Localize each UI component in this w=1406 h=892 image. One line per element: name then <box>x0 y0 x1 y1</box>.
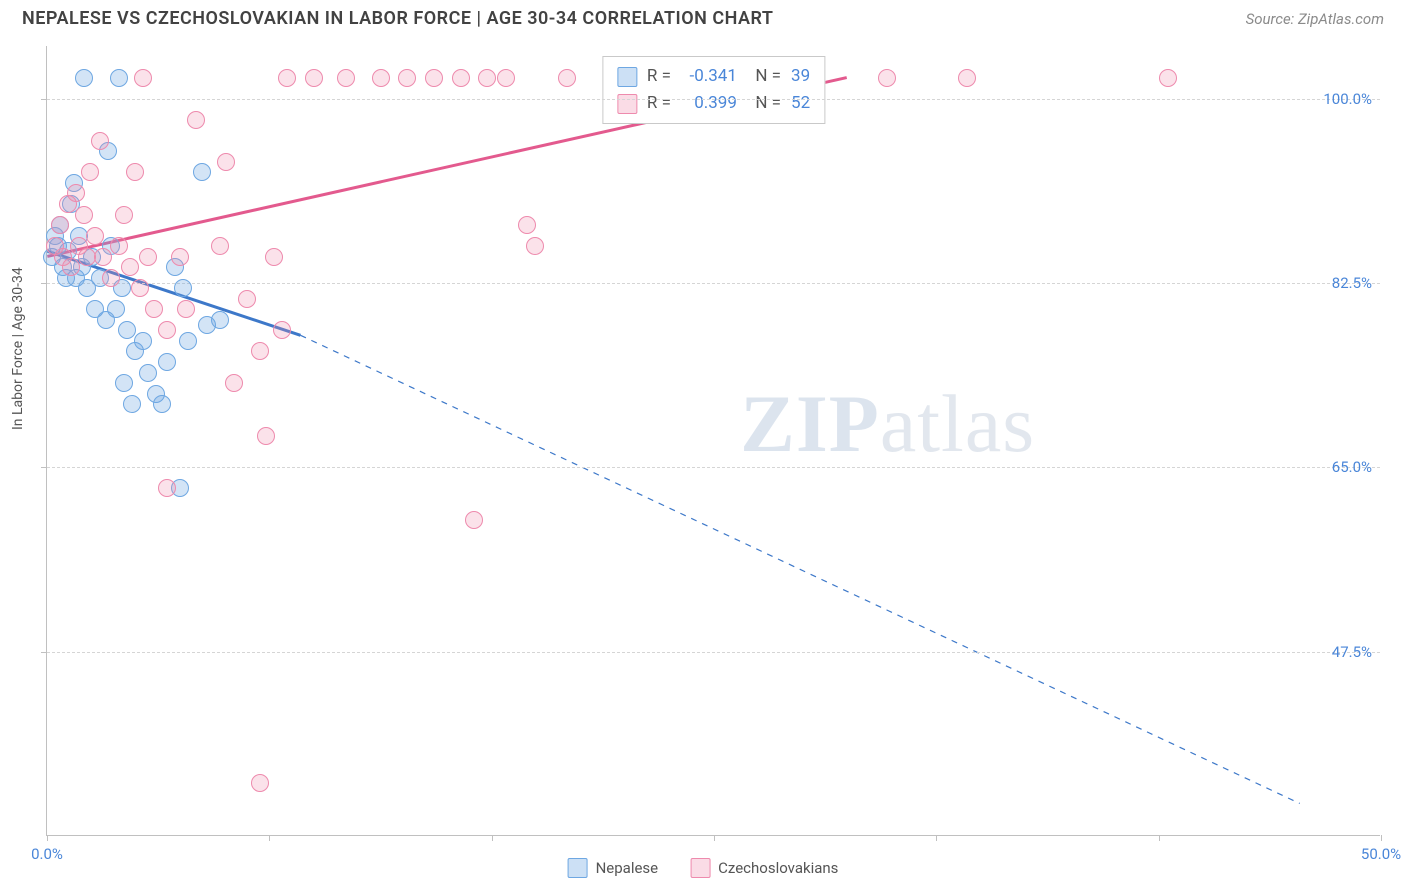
point-czechoslovakian <box>225 374 243 392</box>
point-czechoslovakian <box>94 248 112 266</box>
point-czechoslovakian <box>67 184 85 202</box>
point-czechoslovakian <box>121 258 139 276</box>
point-czechoslovakian <box>126 163 144 181</box>
point-nepalese <box>118 321 136 339</box>
point-czechoslovakian <box>158 479 176 497</box>
point-czechoslovakian <box>278 69 296 87</box>
point-czechoslovakian <box>878 69 896 87</box>
swatch-pink <box>617 94 637 114</box>
point-czechoslovakian <box>102 269 120 287</box>
point-czechoslovakian <box>273 321 291 339</box>
swatch-pink <box>690 858 710 878</box>
point-nepalese <box>134 332 152 350</box>
point-czechoslovakian <box>518 216 536 234</box>
y-tick-label: 47.5% <box>1332 643 1372 661</box>
gridline-h <box>47 99 1380 100</box>
point-czechoslovakian <box>211 237 229 255</box>
stats-legend: R = -0.341 N = 39R = 0.399 N = 52 <box>602 56 825 124</box>
point-czechoslovakian <box>158 321 176 339</box>
point-czechoslovakian <box>425 69 443 87</box>
point-czechoslovakian <box>497 69 515 87</box>
swatch-blue <box>617 67 637 87</box>
point-czechoslovakian <box>452 69 470 87</box>
r-value: 0.399 <box>681 90 737 117</box>
point-czechoslovakian <box>62 258 80 276</box>
gridline-h <box>47 283 1380 284</box>
point-czechoslovakian <box>51 216 69 234</box>
point-czechoslovakian <box>305 69 323 87</box>
point-czechoslovakian <box>251 774 269 792</box>
point-czechoslovakian <box>251 342 269 360</box>
point-czechoslovakian <box>958 69 976 87</box>
point-nepalese <box>179 332 197 350</box>
point-nepalese <box>110 69 128 87</box>
trend-lines <box>47 46 1380 835</box>
legend-label: Czechoslovakians <box>718 859 838 877</box>
point-czechoslovakian <box>75 206 93 224</box>
point-czechoslovakian <box>145 300 163 318</box>
point-czechoslovakian <box>177 300 195 318</box>
point-nepalese <box>153 395 171 413</box>
legend-item: Czechoslovakians <box>690 858 838 878</box>
stats-row: R = -0.341 N = 39 <box>617 63 810 90</box>
legend-label: Nepalese <box>596 859 659 877</box>
point-nepalese <box>123 395 141 413</box>
chart-plot-area: ZIPatlas R = -0.341 N = 39R = 0.399 N = … <box>46 46 1380 836</box>
point-czechoslovakian <box>110 237 128 255</box>
point-czechoslovakian <box>115 206 133 224</box>
point-nepalese <box>107 300 125 318</box>
legend-item: Nepalese <box>568 858 659 878</box>
n-value: 52 <box>791 90 810 117</box>
point-czechoslovakian <box>131 279 149 297</box>
point-nepalese <box>115 374 133 392</box>
source-label: Source: ZipAtlas.com <box>1246 10 1384 28</box>
point-nepalese <box>211 311 229 329</box>
stats-row: R = 0.399 N = 52 <box>617 90 810 117</box>
point-czechoslovakian <box>187 111 205 129</box>
r-value: -0.341 <box>681 63 737 90</box>
point-czechoslovakian <box>171 248 189 266</box>
point-nepalese <box>139 364 157 382</box>
point-czechoslovakian <box>1159 69 1177 87</box>
chart-title: NEPALESE VS CZECHOSLOVAKIAN IN LABOR FOR… <box>22 8 773 29</box>
point-czechoslovakian <box>465 511 483 529</box>
swatch-blue <box>568 858 588 878</box>
point-czechoslovakian <box>134 69 152 87</box>
x-tick-label: 0.0% <box>31 845 63 863</box>
y-tick-label: 82.5% <box>1332 274 1372 292</box>
point-czechoslovakian <box>257 427 275 445</box>
point-nepalese <box>158 353 176 371</box>
point-nepalese <box>174 279 192 297</box>
n-value: 39 <box>791 63 810 90</box>
y-axis-label: In Labor Force | Age 30-34 <box>10 267 26 430</box>
watermark: ZIPatlas <box>740 377 1035 471</box>
point-czechoslovakian <box>398 69 416 87</box>
point-czechoslovakian <box>139 248 157 266</box>
point-czechoslovakian <box>372 69 390 87</box>
x-tick-label: 50.0% <box>1361 845 1401 863</box>
point-czechoslovakian <box>558 69 576 87</box>
y-tick-label: 100.0% <box>1323 90 1372 108</box>
y-tick-label: 65.0% <box>1332 458 1372 476</box>
point-nepalese <box>193 163 211 181</box>
point-nepalese <box>75 69 93 87</box>
gridline-h <box>47 652 1380 653</box>
point-czechoslovakian <box>526 237 544 255</box>
point-czechoslovakian <box>238 290 256 308</box>
point-czechoslovakian <box>86 227 104 245</box>
point-czechoslovakian <box>265 248 283 266</box>
gridline-h <box>47 467 1380 468</box>
series-legend: Nepalese Czechoslovakians <box>568 858 839 878</box>
point-czechoslovakian <box>91 132 109 150</box>
point-czechoslovakian <box>217 153 235 171</box>
point-czechoslovakian <box>81 163 99 181</box>
point-czechoslovakian <box>337 69 355 87</box>
point-czechoslovakian <box>478 69 496 87</box>
